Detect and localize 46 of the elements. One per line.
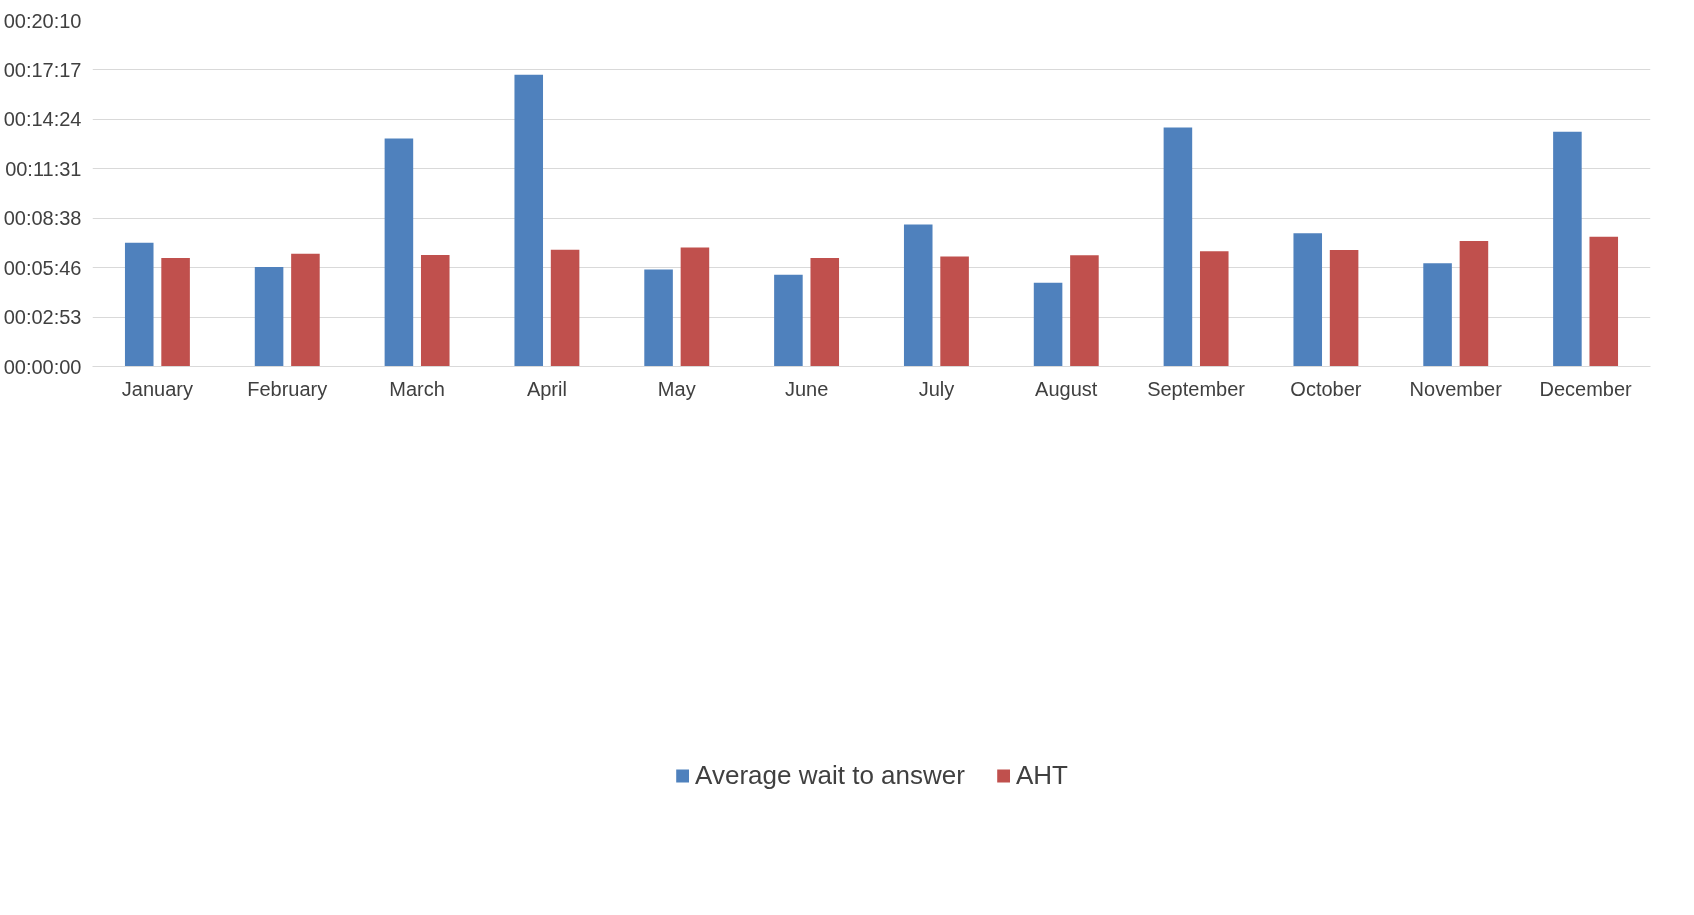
bar (680, 247, 710, 367)
y-tick-label: 00:20:10 (3, 9, 82, 32)
bar (550, 249, 580, 367)
bar (420, 254, 450, 367)
legend-label: Average wait to answer (695, 759, 965, 791)
y-tick-label: 00:05:46 (3, 256, 82, 279)
x-tick-label: April (526, 377, 567, 400)
x-tick-label: July (918, 377, 955, 400)
bar (1553, 131, 1582, 367)
y-tick-label: 00:17:17 (3, 58, 82, 81)
x-tick-label: November (1409, 377, 1503, 400)
bar (774, 274, 803, 367)
x-tick-label: August (1035, 377, 1098, 400)
x-tick-label: December (1539, 377, 1633, 400)
bar (1163, 127, 1193, 367)
bar (1329, 250, 1359, 367)
x-tick-label: June (784, 377, 829, 400)
bar (254, 266, 284, 367)
y-tick-label: 00:08:38 (3, 207, 82, 230)
bar (1199, 251, 1229, 367)
bar (384, 138, 414, 367)
bar (161, 258, 190, 367)
y-tick-label: 00:14:24 (3, 108, 82, 131)
bar (291, 253, 320, 367)
bar (903, 224, 933, 367)
x-tick-label: February (247, 377, 328, 400)
legend-label: AHT (1015, 759, 1068, 791)
x-tick-label: May (657, 377, 696, 400)
x-tick-label: March (389, 377, 445, 400)
bar (940, 256, 969, 367)
y-tick-label: 00:02:53 (3, 306, 82, 329)
bar (1033, 282, 1063, 367)
bar (514, 74, 544, 367)
bar (644, 269, 673, 367)
bar (1589, 236, 1619, 367)
bar (124, 242, 154, 367)
bar (810, 258, 840, 367)
bar (1459, 240, 1489, 367)
bar (1070, 255, 1099, 367)
x-tick-label: September (1147, 377, 1246, 400)
bar (1293, 233, 1323, 367)
x-tick-label: January (121, 377, 193, 400)
x-tick-label: October (1290, 377, 1362, 400)
y-tick-label: 00:00:00 (3, 355, 82, 378)
y-tick-label: 00:11:31 (5, 157, 82, 180)
bar (1423, 263, 1452, 367)
